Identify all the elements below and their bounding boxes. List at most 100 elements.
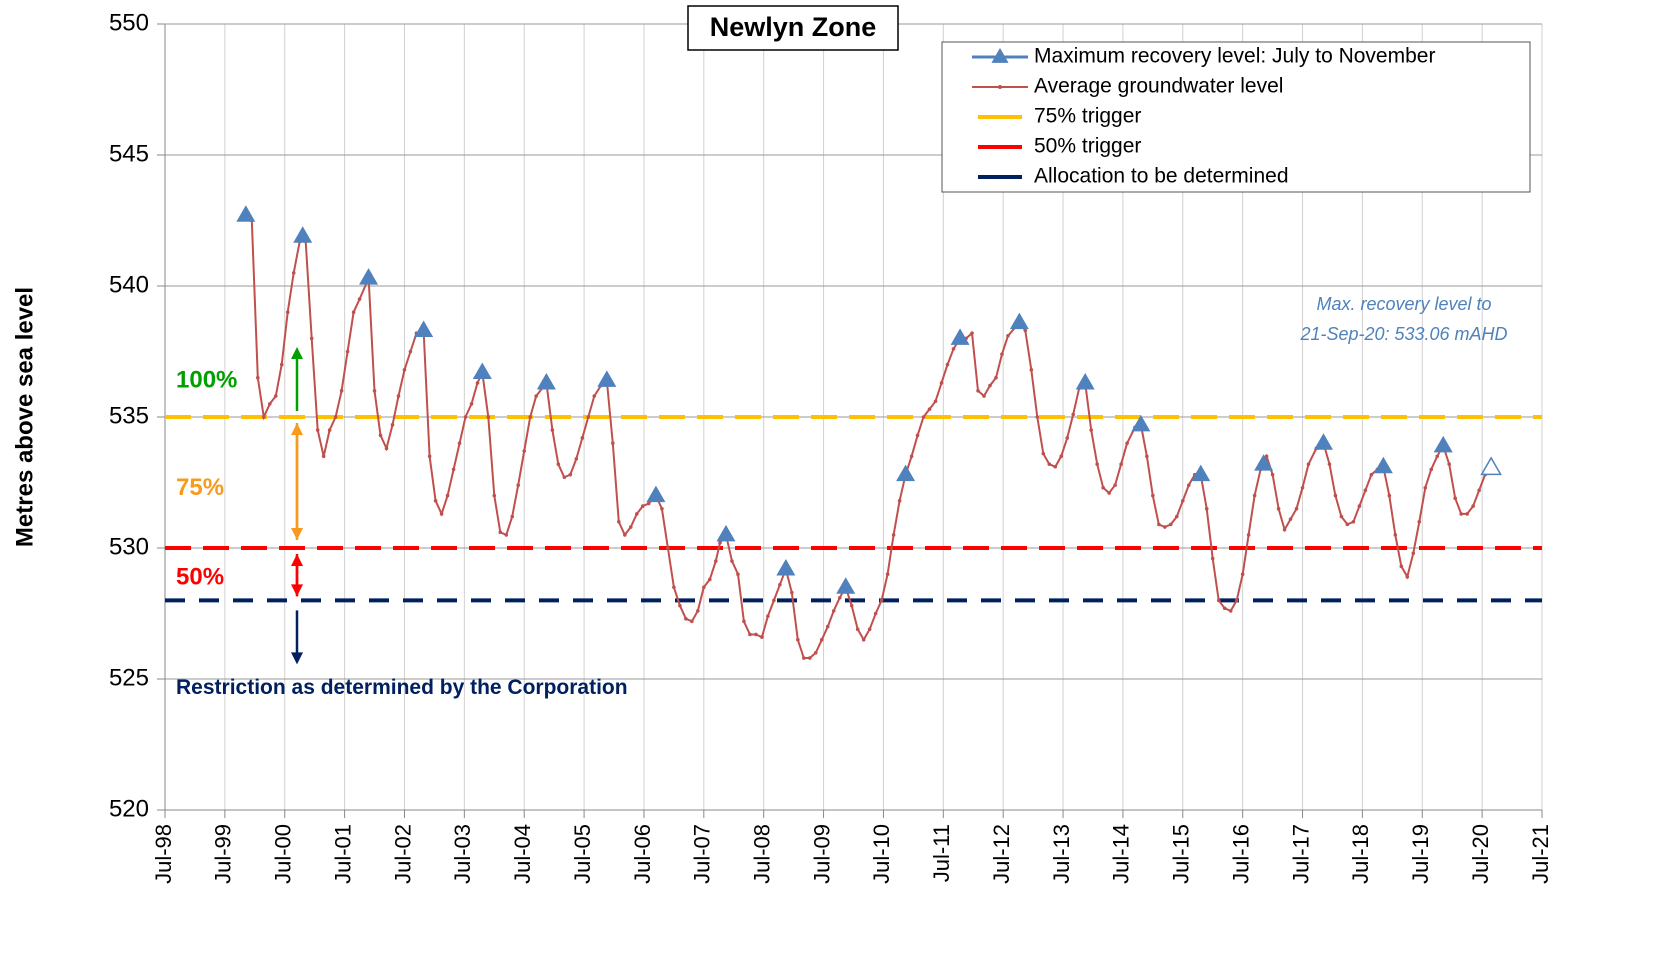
recovery-marker	[1131, 414, 1151, 432]
line-point	[1387, 493, 1392, 498]
x-tick-label: Jul-02	[390, 824, 415, 884]
arrow-head	[291, 554, 303, 566]
recovery-marker	[896, 464, 916, 482]
line-point	[427, 454, 432, 459]
x-tick-label: Jul-98	[151, 824, 176, 884]
line-point	[1477, 488, 1481, 493]
line-point	[819, 637, 824, 642]
line-point	[504, 533, 509, 537]
line-point	[556, 462, 561, 466]
line-point	[1339, 514, 1344, 519]
x-tick-label: Jul-16	[1228, 824, 1253, 884]
line-point	[1447, 462, 1452, 466]
line-point	[754, 632, 758, 637]
line-point	[951, 347, 956, 351]
line-point	[408, 349, 413, 354]
line-point	[1459, 512, 1463, 516]
recovery-marker	[836, 577, 856, 594]
arrow-head	[291, 347, 303, 359]
line-point	[1174, 514, 1179, 519]
line-point	[345, 349, 350, 354]
line-point	[634, 512, 639, 516]
line-point	[813, 651, 818, 655]
line-point	[451, 467, 456, 472]
line-point	[315, 428, 320, 432]
recovery-marker	[776, 558, 796, 576]
recovery-marker	[236, 205, 256, 222]
arrow-head	[291, 423, 303, 435]
zone-label: 50%	[176, 563, 224, 590]
legend-label: Allocation to be determined	[1034, 165, 1289, 188]
line-point	[261, 415, 266, 419]
line-point	[702, 585, 706, 590]
line-point	[730, 559, 734, 563]
line-point	[802, 656, 806, 660]
line-point	[1270, 472, 1275, 477]
line-point	[1113, 483, 1117, 487]
line-point	[384, 446, 389, 451]
line-point	[357, 297, 362, 301]
line-point	[1246, 533, 1251, 537]
line-point	[279, 362, 284, 367]
line-point	[1071, 412, 1076, 417]
line-point	[855, 627, 860, 632]
y-tick-label: 535	[109, 402, 149, 429]
line-point	[718, 540, 722, 545]
line-point	[574, 457, 579, 461]
line-point	[309, 336, 314, 341]
x-tick-label: Jul-15	[1169, 824, 1194, 884]
line-point	[617, 520, 621, 524]
line-point	[568, 472, 573, 477]
line-point	[1471, 504, 1475, 508]
line-point	[921, 415, 926, 419]
legend-swatch	[998, 85, 1002, 89]
line-point	[1065, 436, 1070, 440]
x-tick-label: Jul-14	[1109, 824, 1134, 884]
x-tick-label: Jul-00	[271, 824, 296, 884]
x-tick-label: Jul-17	[1288, 824, 1313, 884]
line-point	[1163, 525, 1167, 529]
line-point	[766, 614, 770, 618]
zone-label: 75%	[176, 474, 224, 501]
line-point	[1306, 462, 1311, 466]
line-point	[628, 525, 633, 529]
line-point	[1059, 454, 1064, 459]
x-tick-label: Jul-18	[1348, 824, 1373, 884]
recovery-marker	[1075, 372, 1095, 390]
line-point	[945, 362, 950, 367]
y-tick-label: 530	[109, 533, 149, 560]
line-point	[1465, 512, 1469, 516]
legend-label: Maximum recovery level: July to November	[1034, 45, 1435, 68]
line-point	[1228, 609, 1233, 613]
line-point	[909, 454, 914, 459]
x-tick-label: Jul-12	[989, 824, 1014, 884]
line-point	[1288, 517, 1293, 521]
line-point	[1234, 598, 1239, 603]
y-tick-label: 525	[109, 664, 149, 691]
y-axis-label: Metres above sea level	[11, 287, 38, 547]
line-point	[897, 499, 902, 503]
line-point	[837, 595, 842, 600]
line-point	[982, 394, 986, 398]
legend-label: 50% trigger	[1034, 135, 1141, 158]
recovery-marker-open	[1480, 456, 1502, 476]
x-tick-label: Jul-05	[570, 824, 595, 884]
line-point	[457, 441, 462, 446]
line-point	[285, 310, 290, 315]
legend-box	[941, 41, 1531, 193]
line-point	[879, 598, 884, 603]
recovery-marker	[950, 328, 970, 345]
line-point	[321, 454, 326, 459]
line-point	[445, 493, 450, 498]
line-point	[1405, 575, 1410, 579]
line-point	[1240, 572, 1245, 576]
line-point	[1095, 462, 1099, 466]
line-point	[1035, 415, 1040, 419]
y-tick-label: 540	[109, 271, 149, 298]
line-point	[1047, 462, 1052, 466]
line-point	[1125, 441, 1129, 446]
line-point	[562, 475, 567, 480]
recovery-note: 21-Sep-20: 533.06 mAHD	[1299, 324, 1507, 344]
recovery-marker	[716, 524, 736, 542]
